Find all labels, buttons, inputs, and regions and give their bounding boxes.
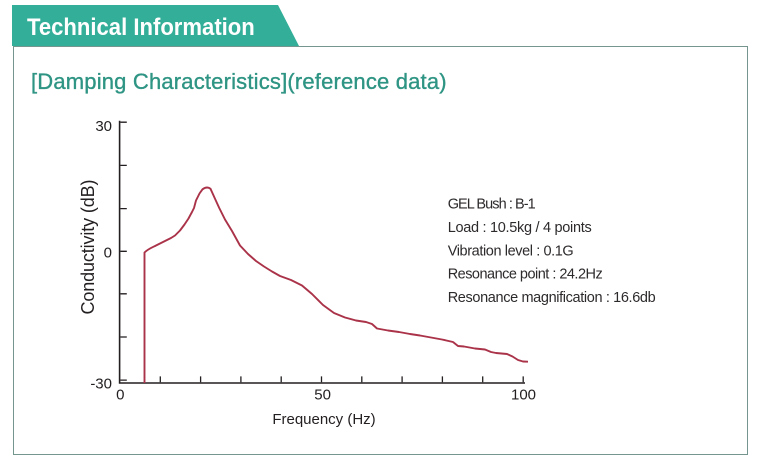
- svg-text:Load : 10.5kg / 4 points: Load : 10.5kg / 4 points: [448, 220, 592, 236]
- svg-text:0: 0: [104, 244, 112, 261]
- svg-text:0: 0: [116, 387, 124, 404]
- svg-text:GEL Bush : B-1: GEL Bush : B-1: [448, 197, 536, 213]
- svg-text:Resonance magnification : 16.6: Resonance magnification : 16.6db: [448, 290, 656, 306]
- svg-text:50: 50: [314, 387, 331, 404]
- svg-text:30: 30: [95, 118, 112, 135]
- svg-text:-30: -30: [90, 376, 112, 393]
- svg-text:100: 100: [511, 387, 536, 404]
- svg-text:Frequency (Hz): Frequency (Hz): [272, 411, 375, 428]
- svg-text:Vibration level : 0.1G: Vibration level : 0.1G: [448, 243, 574, 259]
- svg-text:Conductivity (dB): Conductivity (dB): [78, 180, 98, 315]
- svg-text:Resonance point : 24.2Hz: Resonance point : 24.2Hz: [448, 267, 603, 283]
